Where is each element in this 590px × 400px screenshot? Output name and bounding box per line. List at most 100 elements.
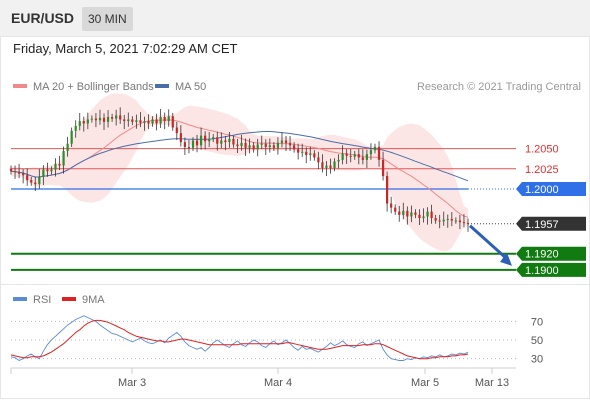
candle-body [34, 182, 37, 185]
rsi-legend-label: RSI [33, 294, 51, 306]
candle-body [147, 121, 150, 124]
support-label-box [516, 262, 586, 277]
candle-body [317, 157, 320, 163]
candle-body [438, 220, 441, 222]
candle-body [377, 146, 381, 160]
x-tick-label: Mar 5 [411, 377, 439, 389]
candle-body [204, 135, 207, 142]
candle-body [381, 159, 385, 177]
candle-body [106, 117, 110, 122]
candle-body [115, 115, 118, 119]
candle-body [78, 121, 81, 126]
ma20-legend-swatch [13, 84, 27, 88]
candle-body [297, 149, 300, 153]
date-line: Friday, March 5, 2021 7:02:29 AM CET [13, 41, 238, 56]
candle-body [86, 119, 89, 124]
support-label-box [516, 246, 586, 261]
x-tick-label: Mar 4 [264, 377, 292, 389]
candle-body [333, 161, 336, 168]
candle-body [341, 153, 344, 160]
candle-body [119, 115, 122, 120]
candle-body [288, 142, 292, 146]
candle-body [361, 157, 364, 160]
candle-body [446, 218, 449, 220]
candle-body [98, 117, 102, 121]
candle-body [191, 140, 195, 148]
candle-body [349, 155, 352, 157]
candle-body [9, 168, 13, 172]
candle-body [26, 175, 29, 181]
candle-body [187, 146, 191, 148]
candle-body [151, 119, 154, 124]
ma50-legend-swatch [155, 84, 169, 88]
candle-body [398, 211, 401, 215]
candle-body [66, 143, 69, 151]
candle-body [224, 140, 227, 143]
candle-body [159, 117, 162, 124]
candle-body [38, 176, 41, 185]
candle-body [90, 118, 93, 120]
candle-body [17, 172, 21, 174]
candle-body [22, 173, 25, 176]
candle-body [264, 143, 267, 147]
price-labels: 1.2050 1.2025 1.2000 1.1957 1.1920 1.1900 [516, 144, 586, 277]
candle-body [276, 142, 280, 148]
support-label: 1.1920 [525, 249, 559, 261]
candle-body [62, 150, 65, 166]
candle-body [110, 117, 114, 119]
candle-body [292, 145, 296, 150]
candle-body [155, 119, 158, 124]
rsi-tick-label: 30 [531, 354, 543, 366]
candle-body [410, 212, 413, 217]
candle-body [422, 216, 425, 219]
candle-body [131, 119, 134, 122]
candle-body [406, 210, 409, 217]
last-price-label: 1.1957 [525, 219, 559, 231]
candle-body [70, 130, 73, 144]
candle-body [325, 165, 328, 168]
candle-body [244, 142, 247, 148]
candle-body [74, 125, 77, 131]
candle-body [450, 218, 453, 221]
candle-body [458, 220, 462, 223]
candle-body [208, 138, 211, 142]
candle-body [216, 137, 219, 144]
timeframe-button[interactable]: 30 MIN [82, 7, 133, 31]
candle-body [301, 151, 304, 153]
candle-body [329, 165, 332, 168]
candle-body [454, 220, 457, 222]
main-legend: MA 20 + Bollinger Bands MA 50 Research ©… [13, 81, 581, 93]
moving-averages [10, 119, 469, 218]
pivot-label: 1.2000 [525, 184, 559, 196]
candle-body [357, 154, 360, 158]
candle-body [284, 140, 288, 143]
rsi-legend: RSI 9MA [13, 294, 105, 306]
candle-body [402, 210, 405, 215]
candle-body [280, 140, 284, 143]
x-axis-ticks: Mar 3 Mar 4 Mar 5 Mar 13 [118, 368, 509, 389]
ma50-legend-label: MA 50 [175, 81, 206, 93]
candle-body [123, 119, 126, 122]
candle-body [82, 121, 85, 124]
candle-body [94, 118, 98, 121]
candle-body [163, 117, 166, 122]
rsi-ma-legend-label: 9MA [82, 294, 105, 306]
bollinger-bands [11, 93, 468, 252]
candle-body [179, 133, 182, 143]
candle-body [228, 138, 231, 143]
x-tick-label: Mar 13 [475, 377, 509, 389]
candle-body [434, 218, 437, 221]
support-label: 1.1900 [525, 265, 559, 277]
candle-body [232, 138, 235, 145]
candle-body [102, 117, 106, 122]
candle-body [50, 169, 53, 172]
rsi-ma-line [10, 319, 469, 360]
candle-body [46, 169, 49, 172]
rsi-tick-label: 70 [531, 316, 543, 328]
candle-body [369, 150, 373, 155]
forecast-projection [468, 224, 512, 266]
candle-body [195, 140, 199, 146]
candle-body [430, 211, 433, 219]
